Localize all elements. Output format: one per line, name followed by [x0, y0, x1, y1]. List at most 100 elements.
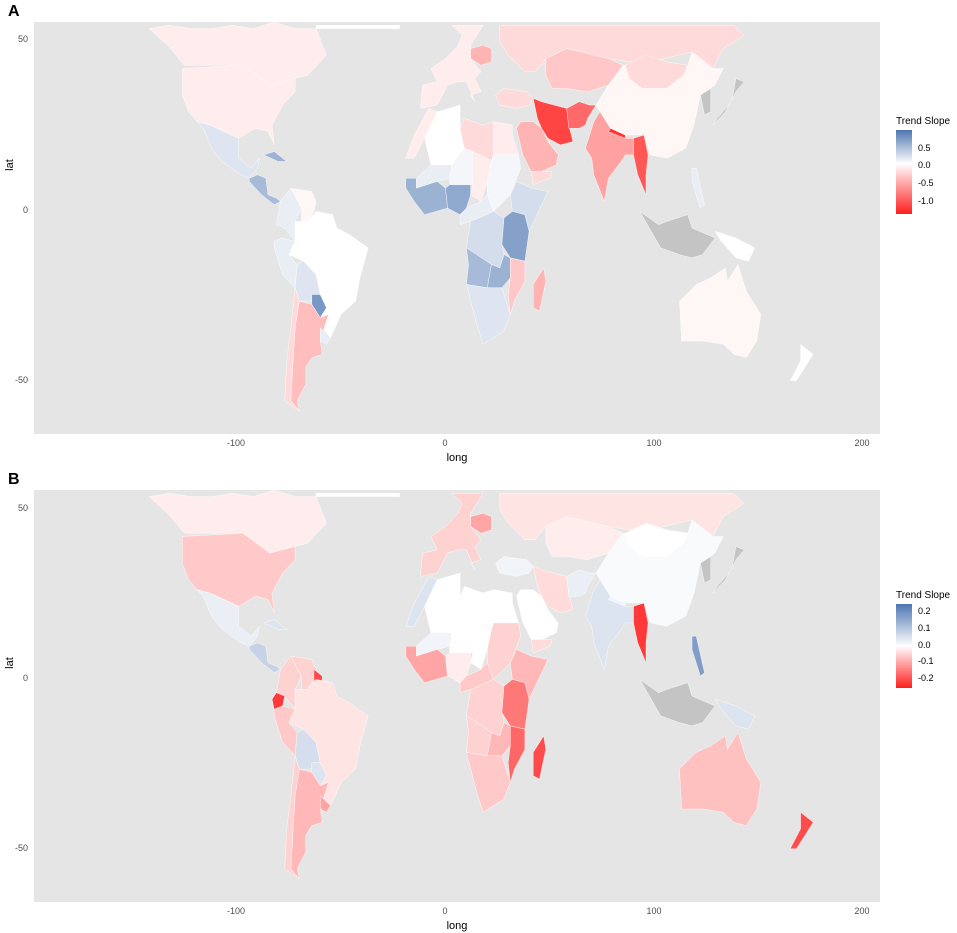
panel-b-map — [148, 489, 814, 879]
region-paraguay — [311, 762, 327, 787]
region-southern-africa — [466, 752, 511, 813]
region-turkey — [495, 88, 534, 109]
region-saudi-arabia — [516, 589, 559, 640]
region-afghanistan — [566, 569, 597, 597]
x-tick-label: 0 — [442, 906, 447, 916]
region-madagascar — [533, 735, 547, 780]
panel-a-x-axis-title: long — [447, 452, 468, 464]
region-korea — [700, 556, 711, 584]
panel-a: A 50 0 -50 -100 0 100 200 long lat Trend… — [4, 3, 951, 464]
y-tick-label: 0 — [23, 673, 28, 683]
region-uganda — [501, 211, 530, 262]
region-ecuador — [271, 692, 285, 710]
panel-a-legend: Trend Slope 0.5 0.0 -0.5 -1.0 — [896, 116, 951, 214]
region-australia — [679, 732, 762, 826]
legend-label: 0.2 — [918, 606, 931, 616]
region-mexico — [196, 121, 260, 179]
panel-a-plot-area — [34, 22, 880, 434]
region-afghanistan — [566, 101, 597, 129]
region-chile — [284, 755, 300, 879]
region-yemen — [530, 639, 553, 654]
region-cuba — [263, 619, 288, 630]
legend-label: -0.1 — [918, 656, 934, 666]
region-greenland — [315, 25, 400, 29]
region-japan — [712, 546, 745, 594]
y-tick-label: 50 — [18, 34, 28, 44]
region-brazil — [288, 679, 369, 806]
panel-b-y-ticks: 50 0 -50 — [15, 503, 28, 853]
region-saudi-arabia — [516, 121, 559, 172]
region-brazil — [288, 211, 369, 338]
region-united-states — [182, 64, 296, 145]
legend-colorbar — [896, 604, 912, 688]
legend-title: Trend Slope — [896, 590, 951, 601]
region-indonesia — [639, 679, 716, 727]
region-philippines — [691, 636, 705, 677]
panel-b-x-ticks: -100 0 100 200 — [227, 906, 870, 916]
region-central-america — [248, 174, 281, 205]
region-kazakhstan — [545, 516, 624, 561]
panel-b: B 50 0 -50 -100 0 100 200 long lat Trend… — [4, 471, 951, 932]
x-tick-label: 100 — [646, 438, 661, 448]
panel-b-x-axis-title: long — [447, 920, 468, 932]
y-tick-label: 0 — [23, 205, 28, 215]
region-morocco — [405, 576, 438, 627]
y-tick-label: -50 — [15, 375, 28, 385]
region-cuba — [263, 151, 288, 162]
region-united-states — [182, 532, 296, 613]
region-korea — [700, 88, 711, 116]
region-myanmar — [633, 134, 649, 195]
region-russia — [499, 493, 745, 540]
legend-label: 0.5 — [918, 143, 931, 153]
panel-b-legend: Trend Slope 0.2 0.1 0.0 -0.1 -0.2 — [896, 590, 951, 688]
region-zambia — [487, 254, 511, 288]
region-uruguay — [320, 795, 331, 813]
region-uruguay — [320, 327, 331, 345]
region-western-europe — [420, 493, 484, 577]
region-venezuela — [290, 187, 317, 226]
region-southern-africa — [466, 284, 511, 345]
legend-label: -1.0 — [918, 196, 934, 206]
panel-a-map — [148, 21, 814, 411]
panel-b-letter: B — [8, 471, 20, 488]
region-western-europe — [420, 25, 484, 109]
region-japan — [712, 78, 745, 126]
region-china — [595, 519, 724, 627]
region-myanmar — [633, 602, 649, 663]
region-uganda — [501, 679, 530, 730]
region-chile — [284, 287, 300, 411]
region-iran — [532, 98, 574, 146]
legend-colorbar — [896, 130, 912, 214]
x-tick-label: -100 — [227, 438, 245, 448]
region-turkey — [495, 556, 534, 577]
region-paraguay — [311, 294, 327, 319]
x-tick-label: 100 — [646, 906, 661, 916]
panel-a-y-ticks: 50 0 -50 — [15, 34, 28, 385]
legend-title: Trend Slope — [896, 116, 951, 127]
region-papua-new-guinea — [714, 230, 755, 262]
panel-a-x-ticks: -100 0 100 200 — [227, 438, 870, 448]
legend-label: 0.1 — [918, 623, 931, 633]
x-tick-label: 0 — [442, 438, 447, 448]
region-poland — [470, 45, 492, 66]
region-egypt — [493, 589, 519, 624]
legend-label: -0.5 — [918, 178, 934, 188]
region-yemen — [530, 171, 553, 186]
region-iran — [532, 566, 574, 614]
region-madagascar — [533, 267, 547, 312]
panel-b-plot-area — [34, 490, 880, 902]
panel-a-letter: A — [8, 3, 20, 20]
region-mozambique — [507, 257, 526, 315]
region-new-zealand — [789, 343, 814, 381]
region-venezuela — [290, 655, 317, 694]
legend-label: 0.0 — [918, 640, 931, 650]
region-morocco — [405, 108, 438, 159]
y-tick-label: 50 — [18, 503, 28, 513]
x-tick-label: -100 — [227, 906, 245, 916]
region-egypt — [493, 121, 519, 156]
region-new-zealand — [789, 811, 814, 849]
region-zambia — [487, 722, 511, 756]
y-tick-label: -50 — [15, 843, 28, 853]
panel-b-y-axis-title: lat — [4, 657, 16, 669]
